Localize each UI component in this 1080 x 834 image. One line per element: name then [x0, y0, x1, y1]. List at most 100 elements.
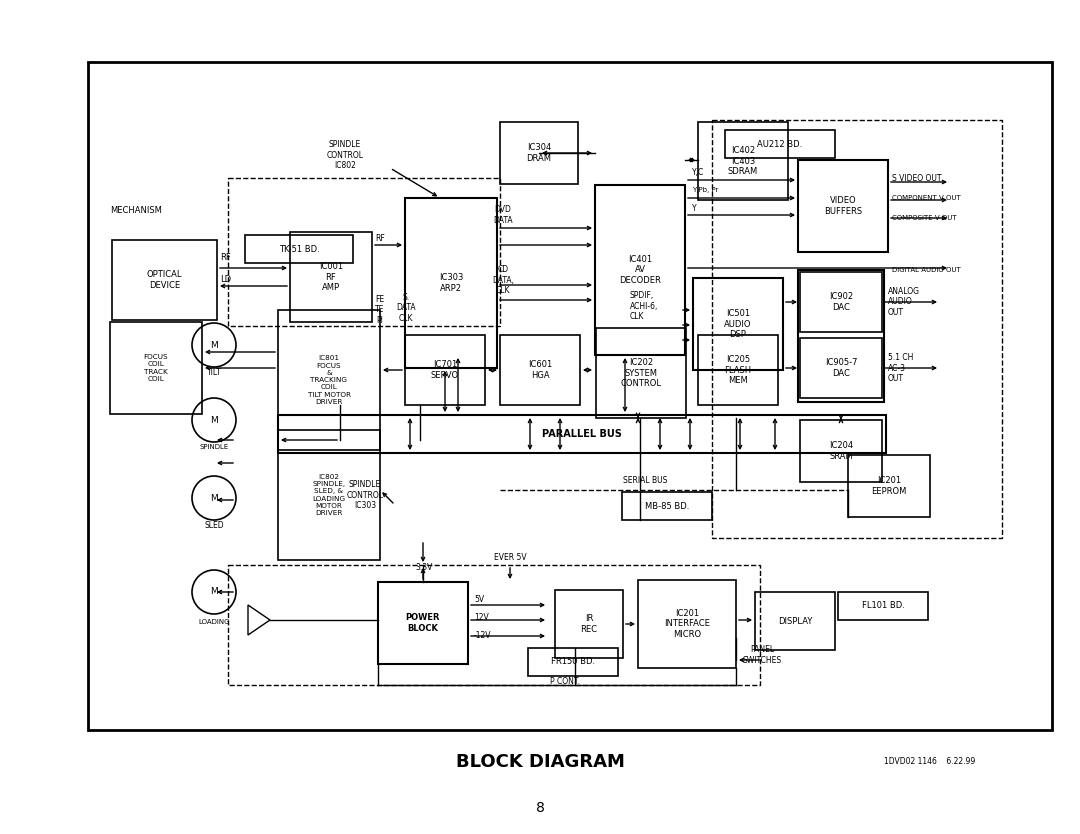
Text: FR150 BD.: FR150 BD. — [551, 657, 595, 666]
Bar — [245, 235, 353, 263]
Text: P CONT.: P CONT. — [550, 677, 580, 686]
Bar — [725, 130, 835, 158]
Text: IC501
AUDIO
DSP: IC501 AUDIO DSP — [725, 309, 752, 339]
Text: 5.1 CH
AC-3
OUT: 5.1 CH AC-3 OUT — [888, 353, 914, 384]
Text: MB-85 BD.: MB-85 BD. — [645, 501, 689, 510]
Text: 3.3V: 3.3V — [416, 564, 433, 572]
Text: ANALOG
AUDIO
OUT: ANALOG AUDIO OUT — [888, 287, 920, 317]
Text: IC802
SPINDLE,
SLED, &
LOADING
MOTOR
DRIVER: IC802 SPINDLE, SLED, & LOADING MOTOR DRI… — [312, 474, 346, 516]
Text: M: M — [211, 415, 218, 425]
Bar — [500, 335, 580, 405]
Text: DVD
DATA: DVD DATA — [494, 205, 513, 225]
Bar — [405, 335, 485, 405]
Bar — [693, 278, 783, 370]
Bar — [596, 328, 686, 418]
Text: SPDIF,
ACHI-6,
CLK: SPDIF, ACHI-6, CLK — [630, 291, 659, 321]
Bar — [500, 122, 578, 184]
Bar — [638, 580, 735, 668]
Text: IC601
HGA: IC601 HGA — [528, 360, 552, 379]
Bar — [622, 492, 712, 520]
Bar — [712, 120, 1002, 538]
Bar — [798, 160, 888, 252]
Bar — [838, 592, 928, 620]
Bar — [848, 455, 930, 517]
Text: M: M — [211, 494, 218, 503]
Bar — [405, 198, 497, 368]
Text: IC701
SERVO: IC701 SERVO — [431, 360, 459, 379]
Text: IR
REC: IR REC — [581, 614, 597, 634]
Text: IC205
FLASH
MEM: IC205 FLASH MEM — [725, 354, 752, 385]
Text: OPTICAL
DEVICE: OPTICAL DEVICE — [147, 270, 183, 290]
Text: -12V: -12V — [474, 631, 491, 641]
Text: SPINDLE
CONTROL
IC303: SPINDLE CONTROL IC303 — [347, 480, 383, 510]
Text: 1DVD02 1146    6.22.99: 1DVD02 1146 6.22.99 — [883, 757, 975, 766]
Text: SPINDLE: SPINDLE — [200, 444, 229, 450]
Text: Y,Pb, Pr: Y,Pb, Pr — [692, 187, 718, 193]
Text: TK-51 BD.: TK-51 BD. — [279, 244, 320, 254]
Text: 8: 8 — [536, 801, 544, 815]
Bar — [555, 590, 623, 658]
Bar — [528, 648, 618, 676]
Text: PANEL
SWITCHES: PANEL SWITCHES — [742, 646, 782, 665]
Text: IC303
ARP2: IC303 ARP2 — [438, 273, 463, 293]
Bar — [112, 240, 217, 320]
Text: IC201
INTERFACE
MICRO: IC201 INTERFACE MICRO — [664, 609, 710, 639]
Text: LD: LD — [220, 275, 231, 284]
Bar — [291, 232, 372, 322]
Text: VIDEO
BUFFERS: VIDEO BUFFERS — [824, 196, 862, 216]
Text: SERIAL BUS: SERIAL BUS — [623, 475, 667, 485]
Text: M: M — [211, 587, 218, 596]
Text: IC202
SYSTEM
CONTROL: IC202 SYSTEM CONTROL — [621, 358, 661, 389]
Bar — [800, 338, 882, 398]
Bar — [798, 270, 885, 402]
Bar — [278, 310, 380, 450]
Bar — [278, 430, 380, 560]
Text: POWER
BLOCK: POWER BLOCK — [406, 613, 441, 633]
Text: S VIDEO OUT: S VIDEO OUT — [892, 173, 942, 183]
Text: IC204
SRAM: IC204 SRAM — [829, 441, 853, 461]
Text: LOADING: LOADING — [199, 619, 230, 625]
Bar — [378, 582, 468, 664]
Text: S.
DATA
CLK: S. DATA CLK — [396, 293, 416, 324]
Text: IC905-7
DAC: IC905-7 DAC — [825, 358, 858, 378]
Bar — [800, 272, 882, 332]
Text: 12V: 12V — [474, 614, 489, 622]
Text: RF: RF — [375, 234, 384, 243]
Bar — [698, 122, 788, 200]
Text: FL101 BD.: FL101 BD. — [862, 601, 904, 610]
Text: SPINDLE
CONTROL
IC802: SPINDLE CONTROL IC802 — [326, 140, 364, 170]
Bar — [87, 62, 1052, 730]
Text: Y,C: Y,C — [692, 168, 704, 177]
Text: M: M — [211, 340, 218, 349]
Text: DISPLAY: DISPLAY — [778, 616, 812, 626]
Text: IC902
DAC: IC902 DAC — [829, 292, 853, 312]
Text: PARALLEL BUS: PARALLEL BUS — [542, 429, 622, 439]
Bar — [228, 178, 500, 326]
Bar — [595, 185, 685, 355]
Text: FE
TE
PI: FE TE PI — [376, 294, 384, 325]
Text: Y: Y — [692, 203, 697, 213]
Text: RF: RF — [220, 254, 231, 263]
Text: SLED: SLED — [204, 520, 224, 530]
Bar — [698, 335, 778, 405]
Text: FOCUS
COIL
TRACK
COIL: FOCUS COIL TRACK COIL — [144, 354, 168, 382]
Text: COMPONENT V OUT: COMPONENT V OUT — [892, 195, 961, 201]
Bar — [228, 565, 760, 685]
Text: IC401
AV
DECODER: IC401 AV DECODER — [619, 254, 661, 285]
Text: TILT: TILT — [206, 368, 221, 376]
Bar — [110, 322, 202, 414]
Text: 5V: 5V — [474, 595, 484, 605]
Bar — [278, 415, 886, 453]
Text: IC001
RF
AMP: IC001 RF AMP — [319, 262, 343, 292]
Bar — [800, 420, 882, 482]
Text: MECHANISM: MECHANISM — [110, 205, 162, 214]
Text: IC402
IC403
SDRAM: IC402 IC403 SDRAM — [728, 146, 758, 176]
Text: IC304
DRAM: IC304 DRAM — [527, 143, 552, 163]
Text: AU212 BD.: AU212 BD. — [757, 139, 802, 148]
Bar — [755, 592, 835, 650]
Text: DIGITAL AUDIO OUT: DIGITAL AUDIO OUT — [892, 267, 961, 273]
Text: COMPOSITE V OUT: COMPOSITE V OUT — [892, 215, 957, 221]
Text: IC201
EEPROM: IC201 EEPROM — [872, 476, 907, 496]
Text: CD
DATA,
CLK: CD DATA, CLK — [492, 264, 514, 295]
Text: BLOCK DIAGRAM: BLOCK DIAGRAM — [456, 753, 624, 771]
